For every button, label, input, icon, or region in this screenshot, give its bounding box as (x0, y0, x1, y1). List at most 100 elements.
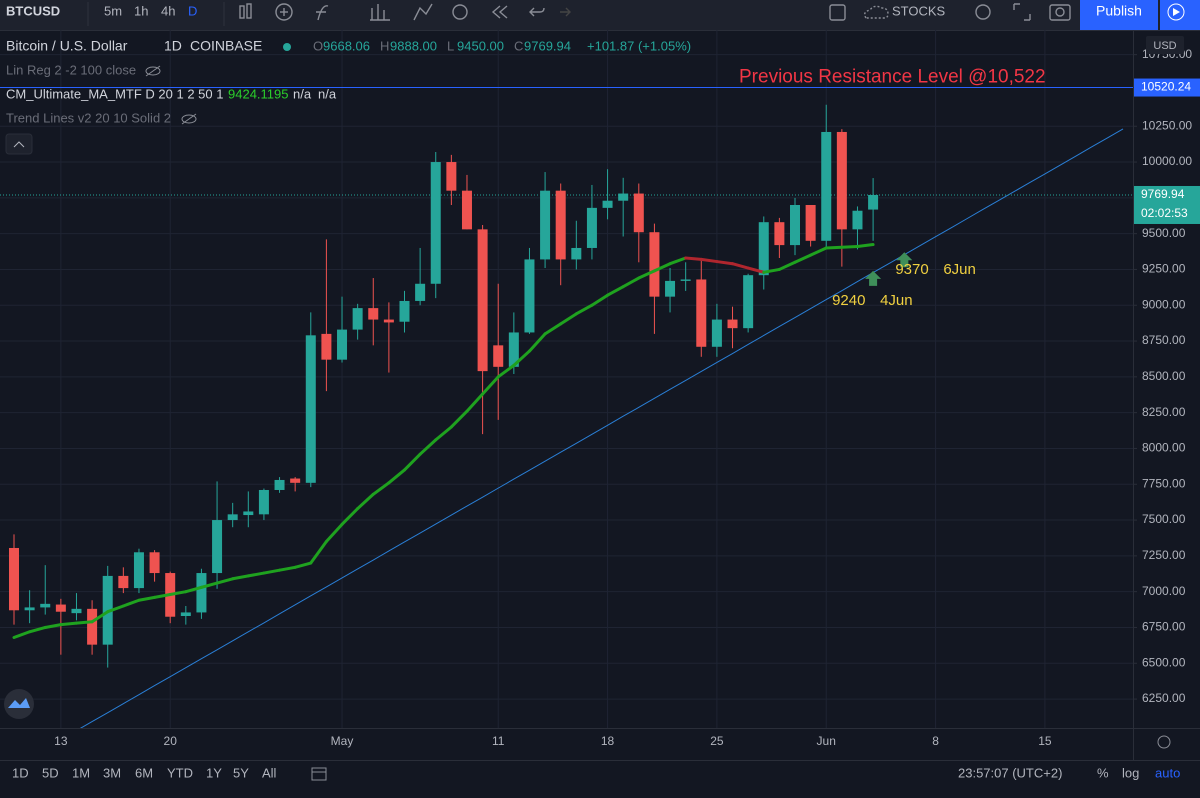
ma-line (12, 630, 32, 639)
annotation-arrow (896, 252, 913, 268)
ma-line (543, 322, 563, 336)
ohlc-label: L (447, 38, 454, 53)
clock: 23:57:07 (UTC+2) (958, 765, 1062, 780)
y-tick-label: 6250.00 (1142, 691, 1186, 705)
axes: 6250.00 6500.00 6750.00 7000.00 7250.00 7500.… (54, 47, 1200, 748)
scale-button[interactable]: log (1122, 765, 1139, 780)
indicator-name[interactable]: Lin Reg 2 -2 100 close (6, 62, 136, 77)
interval-button[interactable]: 1h (134, 3, 148, 18)
ohlc-value: 9668.06 (323, 38, 370, 53)
publish-label[interactable]: Publish (1096, 3, 1142, 19)
ma-line (418, 438, 438, 456)
candle-body (305, 335, 316, 483)
ma-line (278, 565, 297, 572)
ma-line (496, 363, 516, 379)
trend-line (79, 128, 1124, 728)
candle-body (727, 319, 738, 329)
candle-body (55, 604, 66, 612)
settings-icon[interactable] (1157, 735, 1171, 749)
y-tick-label: 6750.00 (1142, 620, 1186, 634)
x-tick-label: May (331, 734, 354, 748)
range-button[interactable]: YTD (167, 765, 193, 780)
ma-line (43, 623, 63, 629)
compare-button[interactable]: STOCKS (892, 3, 946, 18)
candle-body (618, 193, 629, 201)
ma-line (28, 625, 47, 634)
candle-body (508, 332, 519, 367)
ma-line (590, 293, 610, 307)
candle-body (805, 205, 816, 241)
ma-line (371, 481, 391, 496)
scale-button[interactable]: auto (1155, 765, 1180, 780)
candle-body (821, 131, 832, 241)
y-tick-label: 8500.00 (1142, 369, 1186, 383)
ma-line (746, 266, 766, 274)
range-button[interactable]: 1Y (206, 765, 222, 780)
y-tick-label: 7750.00 (1142, 476, 1186, 490)
range-icon[interactable] (311, 767, 327, 781)
range-button[interactable]: All (262, 765, 277, 780)
last-price-label: 9769.94 (1141, 187, 1185, 201)
candle-body (352, 308, 363, 330)
candle-body (290, 478, 301, 483)
ma-line (574, 303, 594, 316)
ma-line (74, 620, 94, 625)
range-button[interactable]: 5D (42, 765, 59, 780)
candle-body (87, 608, 98, 645)
indicator-name[interactable]: Trend Lines v2 20 10 Solid 2 (6, 110, 171, 125)
ma-line (215, 577, 235, 585)
ma-line (731, 262, 750, 270)
annotation-date: 4Jun (880, 292, 913, 309)
ma-line (59, 621, 78, 627)
annotation-price: 9240 (832, 292, 865, 309)
publish-button[interactable] (1080, 0, 1158, 30)
range-button[interactable]: 5Y (233, 765, 249, 780)
ma-line (356, 492, 375, 511)
interval-button[interactable]: 4h (161, 3, 175, 18)
symbol[interactable]: BTCUSD (6, 3, 60, 18)
ohlc-label: O (313, 38, 323, 53)
bottom-bar: 1D 5D 1M 3M 6M YTD 1Y 5Y All% log auto (12, 765, 1180, 780)
candle-body (399, 300, 410, 322)
range-button[interactable]: 1M (72, 765, 90, 780)
collapse-button[interactable] (5, 133, 33, 155)
y-tick-label: 8250.00 (1142, 405, 1186, 419)
interval-button[interactable]: D (188, 3, 197, 18)
candle-body (696, 279, 707, 347)
range-button[interactable]: 1D (12, 765, 29, 780)
ma-line (199, 581, 219, 589)
candle-body (680, 279, 691, 281)
x-tick-label: 15 (1038, 734, 1052, 748)
candle-body (868, 194, 879, 210)
ma-line (262, 568, 282, 575)
ma-line (840, 245, 859, 249)
candle-body (571, 247, 582, 260)
ma-line (699, 257, 719, 264)
toolbar-icons (87, 2, 1071, 26)
ma-line (137, 595, 157, 602)
annotation-price: 9370 (895, 261, 928, 278)
y-tick-label: 7250.00 (1142, 548, 1186, 562)
scale-button[interactable]: % (1097, 765, 1109, 780)
annotation-date: 6Jun (943, 261, 976, 278)
resistance-note: Previous Resistance Level @10,522 (739, 67, 1046, 88)
candle-body (586, 207, 597, 248)
indicator-name[interactable]: CM_Ultimate_MA_MTF D 20 1 2 50 1 (6, 86, 223, 101)
ohlc-value: 9769.94 (524, 38, 571, 53)
y-tick-label: 9000.00 (1142, 297, 1186, 311)
range-button[interactable]: 3M (103, 765, 121, 780)
interval-button[interactable]: 5m (104, 3, 122, 18)
ma-line (481, 375, 500, 396)
candle-body (633, 193, 644, 233)
candle-body (180, 612, 191, 617)
logo-mark (8, 698, 30, 708)
ma-line (309, 540, 328, 565)
ma-line (762, 267, 781, 274)
ma-line (90, 610, 110, 624)
range-button[interactable]: 6M (135, 765, 153, 780)
ma-line (621, 276, 641, 289)
candle-body (836, 131, 847, 230)
